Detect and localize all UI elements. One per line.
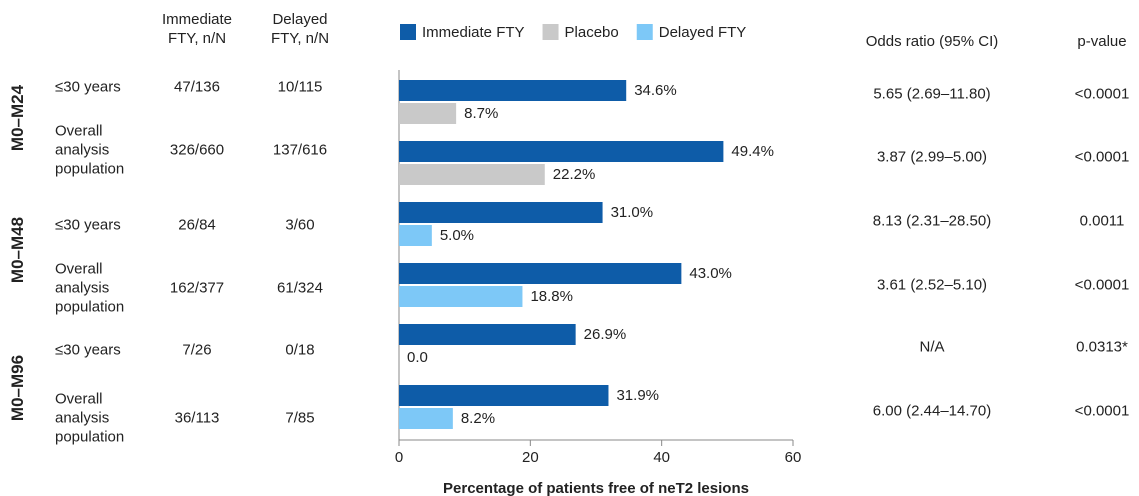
table-cell: 26/84: [178, 216, 216, 234]
table-cell: 8.13 (2.31–28.50): [872, 212, 992, 230]
bar: [399, 80, 627, 101]
legend-label: Delayed FTY: [659, 24, 747, 41]
table-cell: 137/616: [272, 141, 328, 159]
bar: [399, 103, 457, 124]
value-label: 8.2%: [461, 410, 495, 427]
table-cell: 61/324: [277, 279, 323, 297]
legend-swatch: [636, 24, 653, 40]
x-tick-label: 40: [653, 449, 670, 466]
table-cell: 3.61 (2.52–5.10): [876, 276, 988, 294]
category-label: Overall analysis population: [55, 122, 125, 178]
column-header: Immediate FTY, n/N: [161, 11, 233, 47]
table-cell: <0.0001: [1074, 276, 1130, 294]
table-cell: 0/18: [285, 341, 315, 359]
table-cell: 47/136: [174, 78, 220, 96]
x-axis-title: Percentage of patients free of neT2 lesi…: [443, 480, 749, 496]
category-label: ≤30 years: [55, 78, 121, 96]
table-cell: 3/60: [285, 216, 315, 234]
category-label: ≤30 years: [55, 216, 121, 234]
table-cell: <0.0001: [1074, 148, 1130, 166]
value-label: 26.9%: [584, 326, 627, 343]
value-label: 43.0%: [689, 265, 732, 282]
category-label: Overall analysis population: [55, 260, 125, 316]
column-header: p-value: [1077, 33, 1127, 50]
table-cell: 0.0011: [1079, 212, 1125, 230]
x-tick-label: 20: [522, 449, 539, 466]
value-label: 0.0: [407, 349, 428, 366]
legend-label: Placebo: [565, 24, 619, 41]
table-cell: 162/377: [169, 279, 225, 297]
bar: [399, 141, 724, 162]
x-tick-label: 60: [785, 449, 802, 466]
value-label: 49.4%: [731, 143, 774, 160]
group-label: M0–M24: [8, 84, 27, 152]
table-cell: 0.0313*: [1076, 338, 1128, 356]
table-cell: <0.0001: [1074, 402, 1130, 420]
value-label: 22.2%: [553, 166, 596, 183]
legend-swatch: [400, 24, 416, 40]
category-label: Overall analysis population: [55, 390, 125, 446]
value-label: 31.9%: [616, 387, 659, 404]
bar: [399, 385, 609, 406]
value-label: 31.0%: [611, 204, 654, 221]
group-label: M0–M96: [8, 354, 27, 422]
bar: [399, 408, 453, 429]
table-cell: 7/85: [285, 409, 315, 427]
x-tick-label: 0: [395, 449, 403, 466]
bar: [399, 324, 576, 345]
table-cell: <0.0001: [1074, 85, 1130, 103]
bar: [399, 202, 603, 223]
bar: [399, 164, 545, 185]
table-cell: N/A: [919, 338, 945, 356]
bar: [399, 286, 523, 307]
column-header: Delayed FTY, n/N: [270, 11, 330, 47]
table-cell: 7/26: [182, 341, 212, 359]
value-label: 18.8%: [530, 288, 573, 305]
value-label: 8.7%: [464, 105, 498, 122]
table-cell: 6.00 (2.44–14.70): [872, 402, 992, 420]
table-cell: 36/113: [174, 409, 220, 427]
category-label: ≤30 years: [55, 341, 121, 359]
value-label: 34.6%: [634, 82, 677, 99]
table-cell: 5.65 (2.69–11.80): [873, 85, 991, 103]
legend-label: Immediate FTY: [422, 24, 525, 41]
table-cell: 3.87 (2.99–5.00): [876, 148, 988, 166]
legend-swatch: [542, 24, 559, 40]
column-header: Odds ratio (95% CI): [865, 33, 999, 50]
table-cell: 326/660: [169, 141, 225, 159]
group-label: M0–M48: [8, 216, 27, 284]
value-label: 5.0%: [440, 227, 474, 244]
bar: [399, 225, 432, 246]
bar: [399, 263, 682, 284]
table-cell: 10/115: [277, 78, 323, 96]
